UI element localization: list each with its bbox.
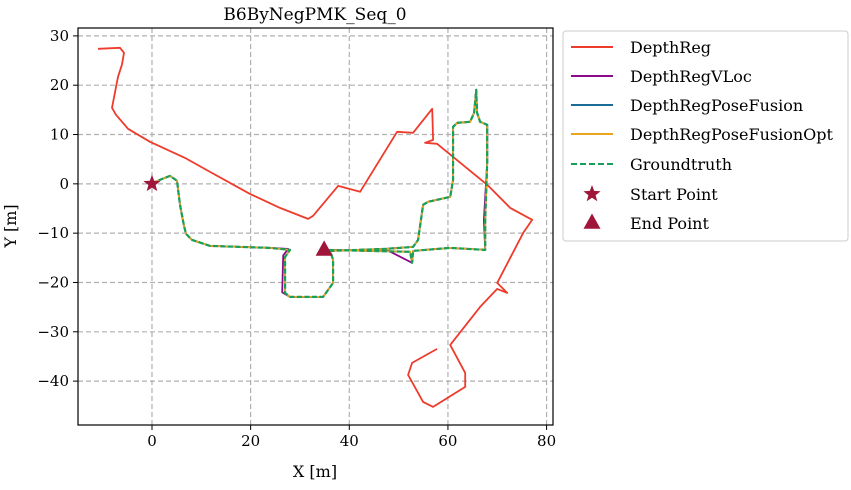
plot-frame: [77, 27, 554, 426]
legend-label: Groundtruth: [630, 155, 732, 174]
legend-label: DepthRegPoseFusionOpt: [630, 125, 833, 144]
start-point-marker: [143, 174, 161, 192]
y-tick-label: −20: [37, 273, 69, 291]
x-tick-label: 40: [340, 432, 359, 450]
series-line-depthregvloc: [151, 88, 489, 298]
x-tick-label: 60: [438, 432, 457, 450]
legend-triangle-icon: [583, 213, 601, 229]
y-tick-label: 30: [50, 27, 69, 45]
y-tick-label: −10: [37, 224, 69, 242]
x-tick-label: 80: [537, 432, 556, 450]
series-line-depthregposefusionopt: [151, 88, 489, 298]
end-point-marker: [315, 240, 333, 256]
legend-star-icon: [583, 185, 601, 202]
y-tick-label: −30: [37, 323, 69, 341]
y-axis-label: Y [m]: [1, 204, 20, 248]
x-axis-label: X [m]: [293, 462, 337, 481]
chart-title: B6ByNegPMK_Seq_0: [223, 5, 406, 25]
legend-label: Start Point: [630, 185, 718, 204]
legend-label: DepthReg: [630, 38, 711, 57]
series-line-groundtruth: [151, 88, 489, 298]
y-tick-label: −40: [37, 372, 69, 390]
series-line-depthregposefusion: [151, 88, 489, 298]
series-layer: [97, 46, 534, 408]
y-tick-label: 10: [50, 126, 69, 144]
legend-label: DepthRegPoseFusion: [630, 96, 803, 115]
x-tick-label: 20: [241, 432, 260, 450]
tick-layer: 0 20 40 60 80 30 20 10 0 −10 −20 −30 −40: [37, 27, 556, 450]
markers-layer: [143, 174, 333, 256]
legend: DepthReg DepthRegVLoc DepthRegPoseFusion De…: [562, 30, 849, 242]
y-tick-label: 0: [59, 175, 69, 193]
legend-label: DepthRegVLoc: [630, 67, 752, 86]
y-tick-label: 20: [50, 76, 69, 94]
grid-lines: [78, 28, 553, 425]
legend-box: [562, 30, 849, 242]
x-tick-label: 0: [147, 432, 157, 450]
series-line-depthreg: [97, 46, 534, 408]
legend-label: End Point: [630, 214, 709, 233]
